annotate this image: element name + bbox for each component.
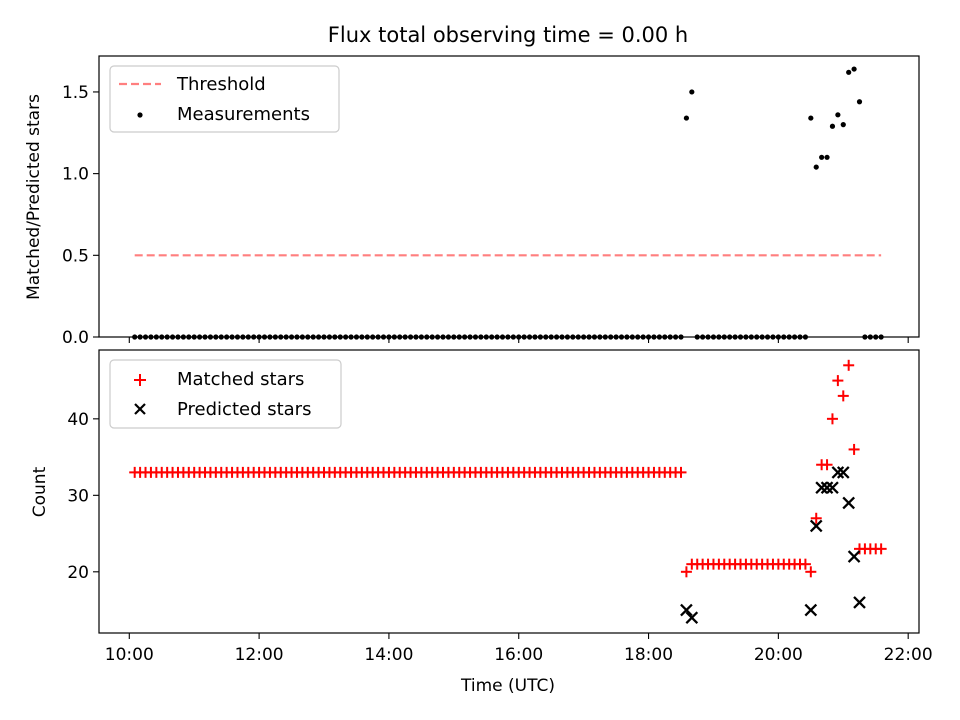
matched-star-point <box>680 566 692 578</box>
matched-star-point <box>848 443 860 455</box>
bottom-x-tick-label: 10:00 <box>105 645 154 665</box>
top-axes-frame <box>98 55 920 338</box>
top-legend: Threshold Measurements <box>109 65 340 133</box>
measurement-point <box>840 122 846 128</box>
predicted-star-point <box>685 611 699 625</box>
measurement-point <box>829 123 836 129</box>
bottom-axes-frame <box>98 349 920 634</box>
measurement-point <box>856 99 863 105</box>
measurement-point <box>813 164 819 170</box>
predicted-star-point <box>831 466 845 479</box>
bottom-x-ticks: 10:00 12:00 14:00 16:00 18:00 20:00 22:00 <box>105 633 933 665</box>
matched-star-point <box>837 390 849 402</box>
bottom-legend-box <box>109 359 342 429</box>
legend-predicted-label: Predicted stars <box>177 399 311 420</box>
figure-title: Flux total observing time = 0.00 h <box>328 23 688 47</box>
predicted-star-point <box>815 481 828 494</box>
measurement-point <box>851 66 857 72</box>
matched-star-point <box>821 459 833 471</box>
panel-count: 10:00 12:00 14:00 16:00 18:00 20:00 22:00 20 30… <box>30 349 933 696</box>
matched-star-point <box>875 543 887 555</box>
bottom-y-tick-label: 30 <box>67 486 89 506</box>
top-y-tick-label: 1.5 <box>62 83 89 103</box>
bottom-y-axis-label: Count <box>30 466 50 517</box>
predicted-star-point <box>853 596 866 609</box>
legend-matched-label: Matched stars <box>177 369 304 390</box>
measurement-point <box>819 154 825 160</box>
panel-ratio: 0.0 0.5 1.0 1.5 Matched/Predicted stars Thr… <box>24 55 920 348</box>
matched-star-point <box>675 466 687 478</box>
predicted-star-point <box>836 466 850 479</box>
matched-star-point <box>832 375 844 387</box>
top-y-tick-label: 0.0 <box>62 328 89 348</box>
top-y-axis-label: Matched/Predicted stars <box>24 94 44 300</box>
bottom-x-tick-label: 16:00 <box>494 645 543 665</box>
top-y-tick-label: 1.0 <box>62 165 89 185</box>
matched-star-point <box>810 512 822 524</box>
bottom-y-tick-label: 40 <box>67 410 89 430</box>
bottom-legend: Matched stars Predicted stars <box>109 359 342 429</box>
bottom-y-tick-label: 20 <box>67 563 89 583</box>
legend-measurements-label: Measurements <box>177 104 310 125</box>
legend-threshold-label: Threshold <box>176 74 266 95</box>
predicted-star-point <box>804 603 818 617</box>
bottom-x-tick-label: 20:00 <box>754 645 803 665</box>
matched-star-point <box>843 359 855 371</box>
predicted-star-point <box>820 481 834 494</box>
bottom-y-ticks: 20 30 40 <box>67 410 99 583</box>
measurement-point <box>835 112 841 118</box>
predicted-stars-layer <box>680 466 866 625</box>
matched-star-point <box>826 413 838 425</box>
measurements-layer <box>132 66 884 340</box>
top-y-tick-label: 0.5 <box>62 246 89 266</box>
legend-measurements-swatch <box>137 112 143 118</box>
bottom-x-tick-label: 22:00 <box>884 645 933 665</box>
measurement-point <box>689 89 695 95</box>
predicted-star-point <box>809 519 823 533</box>
bottom-x-tick-label: 14:00 <box>364 645 413 665</box>
predicted-star-point <box>842 496 855 510</box>
matched-star-point <box>799 558 811 570</box>
measurement-point <box>683 115 690 121</box>
matched-stars-layer <box>129 359 887 578</box>
matched-star-point <box>686 558 698 570</box>
legend-matched-swatch <box>134 374 146 386</box>
legend-predicted-swatch <box>134 403 146 415</box>
predicted-star-point <box>680 603 693 617</box>
bottom-x-tick-label: 12:00 <box>235 645 284 665</box>
matched-star-point <box>805 566 817 578</box>
top-legend-box <box>109 65 340 133</box>
measurement-point <box>808 115 814 121</box>
bottom-x-axis-label: Time (UTC) <box>460 676 555 696</box>
bottom-x-tick-label: 18:00 <box>624 645 673 665</box>
predicted-star-point <box>826 481 839 494</box>
top-y-ticks: 0.0 0.5 1.0 1.5 <box>62 83 99 348</box>
measurement-point <box>824 154 830 160</box>
predicted-star-point <box>847 550 861 563</box>
measurement-point <box>846 69 852 75</box>
top-x-ticks <box>128 337 909 343</box>
